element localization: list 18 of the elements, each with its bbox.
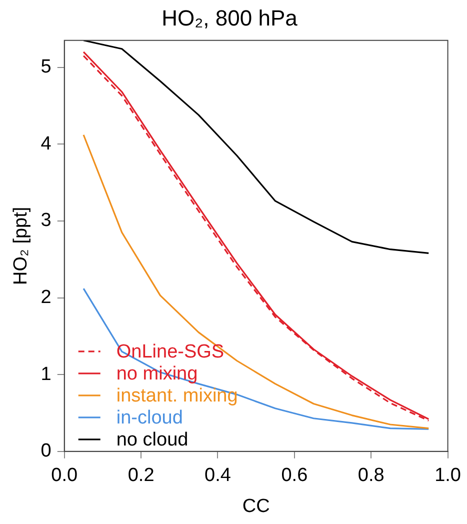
x-tick-label: 0.8 [358, 465, 384, 486]
x-tick-label: 0.6 [281, 465, 308, 486]
y-axis-title: HO₂ [ppt] [10, 206, 32, 285]
chart-title: HO₂, 800 hPa [162, 5, 298, 30]
legend-label: no cloud [116, 430, 188, 451]
y-tick-label: 3 [40, 210, 52, 232]
x-tick-label: 0.0 [51, 465, 78, 486]
x-tick-label: 1.0 [434, 465, 462, 486]
y-tick-label: 4 [40, 133, 52, 154]
legend-label: instant. mixing [116, 386, 238, 407]
y-tick-label: 0 [40, 440, 52, 462]
x-axis-title: CC [242, 496, 270, 517]
y-tick-label: 1 [40, 364, 52, 385]
y-tick-label: 2 [40, 286, 52, 308]
legend-label: in-cloud [116, 408, 183, 429]
y-tick-label: 5 [40, 56, 52, 78]
x-tick-label: 0.2 [128, 465, 154, 486]
x-tick-label: 0.4 [204, 465, 232, 486]
